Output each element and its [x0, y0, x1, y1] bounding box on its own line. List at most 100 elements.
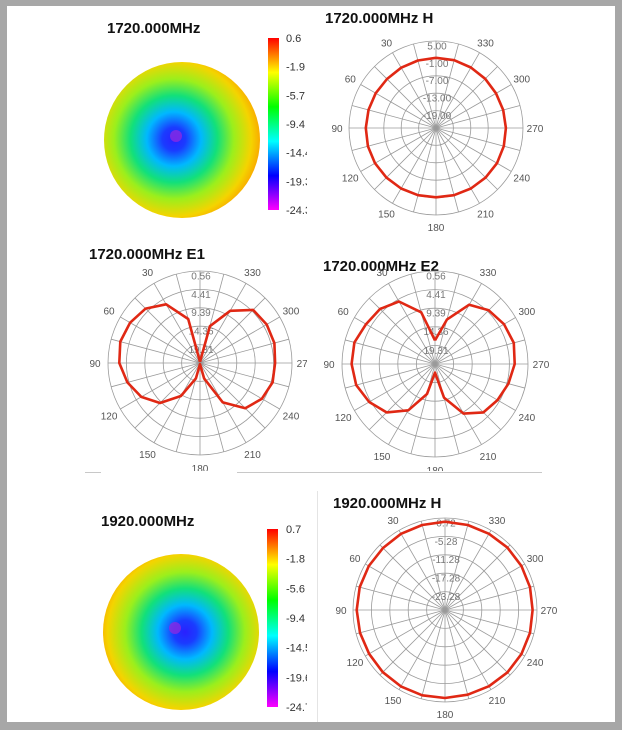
heatmap-disc [103, 554, 259, 710]
polar-grid-spoke [434, 363, 525, 389]
heatmap-panel-1920: 1920.000MHz 0.7 -1.8 -5.6 -9.4 -14.5 -19.6 -24… [7, 491, 307, 722]
polar-grid-spoke [435, 127, 459, 213]
polar-radial-tick-label: 9.39 [191, 308, 211, 319]
polar-angle-label: 120 [342, 174, 359, 185]
polar-grid-spoke [351, 127, 437, 151]
polar-radial-tick-label: -5.28 [435, 537, 458, 548]
polar-angle-label: 270 [541, 606, 558, 617]
polar-angle-label: 240 [283, 412, 300, 423]
polar-grid-spoke [111, 362, 201, 388]
polar-angle-label: 150 [385, 696, 402, 707]
polar-grid-spoke [388, 283, 436, 365]
polar-grid-spoke [413, 43, 437, 129]
polar-angle-label: 210 [480, 452, 497, 463]
polar-chart: 30 60 90 120 150 180 210 240 270 300 330 0.72 -5.28 -… [335, 516, 558, 721]
polar-angle-label: 60 [349, 554, 361, 565]
polar-grid-spoke [434, 363, 502, 431]
polar-series-line [118, 303, 277, 410]
polar-angle-label: 240 [513, 174, 530, 185]
polar-angle-label: 180 [428, 223, 445, 231]
polar-radial-tick-label: 5.00 [427, 41, 447, 52]
polar-angle-label: 330 [477, 38, 494, 49]
polar-grid-spoke [199, 297, 266, 364]
polar-angle-label: 90 [323, 360, 335, 371]
colorbar-tick-label: 0.6 [286, 33, 301, 45]
polar-title: 1720.000MHz E2 [323, 258, 439, 275]
polar-angle-label: 90 [335, 606, 347, 617]
colorbar [267, 529, 278, 707]
polar-grid-spoke [435, 105, 521, 129]
polar-grid-spoke [120, 316, 201, 364]
polar-angle-label: 150 [139, 450, 156, 461]
polar-angle-label: 120 [101, 412, 118, 423]
colorbar [268, 38, 279, 210]
polar-angle-label: 270 [527, 124, 544, 135]
report-sheet: 1720.000MHz 0.6 -1.9 -5.7 -9.4 -14.4 -19.3 -24… [7, 6, 615, 722]
polar-grid-spoke [434, 317, 516, 365]
polar-angle-label: 300 [518, 307, 535, 318]
polar-grid [352, 517, 538, 703]
polar-radial-tick-label: -1.00 [426, 59, 449, 70]
polar-angle-label: 270 [297, 359, 307, 370]
polar-grid-spoke [398, 530, 446, 611]
polar-angle-label: 30 [387, 516, 399, 527]
colorbar-tick-label: -1.8 [286, 554, 305, 566]
polar-angle-label: 120 [347, 658, 364, 669]
polar-grid-spoke [199, 362, 280, 410]
polar-grid-spoke [392, 52, 437, 129]
polar-angle-label: 30 [376, 268, 388, 279]
colorbar-tick-label: -24.3 [286, 205, 307, 217]
polar-angle-label: 300 [513, 75, 530, 86]
colorbar-tick-label: -5.7 [286, 90, 305, 102]
colorbar-tick-label: -9.4 [286, 613, 305, 625]
polar-angle-label: 300 [283, 307, 300, 318]
colorbar-tick-label: -14.4 [286, 148, 307, 160]
polar-grid-spoke [410, 274, 436, 365]
polar-grid-spoke [365, 609, 446, 657]
polar-grid-spoke [435, 84, 512, 129]
polar-grid-spoke [434, 339, 525, 365]
polar-angle-label: 300 [527, 554, 544, 565]
polar-grid-spoke [444, 609, 534, 635]
heatmap-minimum-spot [170, 130, 182, 142]
polar-grid-spoke [435, 52, 480, 129]
polar-grid-spoke [120, 362, 201, 410]
polar-angle-label: 240 [518, 413, 535, 424]
polar-angle-label: 60 [345, 75, 357, 86]
polar-radial-tick-label: 0.56 [191, 271, 211, 282]
polar-grid-spoke [374, 127, 437, 190]
polar-grid-spoke [354, 317, 436, 365]
heatmap-panel-1720: 1720.000MHz 0.6 -1.9 -5.7 -9.4 -14.4 -19.3 -24… [7, 6, 307, 231]
polar-grid-spoke [434, 297, 502, 365]
polar-angle-label: 90 [89, 359, 101, 370]
polar-grid-spoke [153, 283, 201, 364]
polar-angle-label: 150 [374, 452, 391, 463]
polar-grid-spoke [379, 609, 446, 676]
polar-radial-tick-label: 4.41 [426, 290, 446, 301]
heatmap-minimum-spot [169, 622, 181, 634]
heatmap-chart: 0.7 -1.8 -5.6 -9.4 -14.5 -19.6 -24.7 [103, 524, 307, 714]
polar-radial-tick-label: -13.00 [423, 94, 452, 105]
polar-grid-spoke [444, 609, 470, 699]
polar-angle-label: 180 [437, 710, 454, 721]
polar-grid-spoke [435, 127, 498, 190]
polar-angle-label: 210 [477, 210, 494, 221]
polar-grid-spoke [345, 363, 436, 389]
colorbar-tick-label: -1.9 [286, 62, 305, 74]
polar-chart: 30 60 90 120 150 180 210 240 270 300 330 0.56 4.41 9.… [323, 268, 549, 471]
polar-grid-spoke [356, 585, 446, 611]
colorbar-tick-label: -19.6 [286, 672, 307, 684]
polar-grid-spoke [345, 339, 436, 365]
polar-grid-spoke [134, 362, 201, 429]
polar-grid-spoke [398, 609, 446, 690]
polar-radial-tick-label: 19.31 [188, 345, 213, 356]
polar-panel-1720-h: 1720.000MHz H 30 60 90 120 150 180 210 240 270 30… [307, 6, 615, 231]
polar-grid-spoke [444, 563, 525, 611]
polar-grid [341, 270, 529, 458]
colorbar-tick-label: -14.5 [286, 643, 307, 655]
polar-grid-spoke [413, 127, 437, 213]
polar-grid-spoke [199, 362, 266, 429]
polar-grid-spoke [410, 363, 436, 454]
polar-series-line [355, 520, 534, 700]
polar-grid-spoke [444, 609, 525, 657]
